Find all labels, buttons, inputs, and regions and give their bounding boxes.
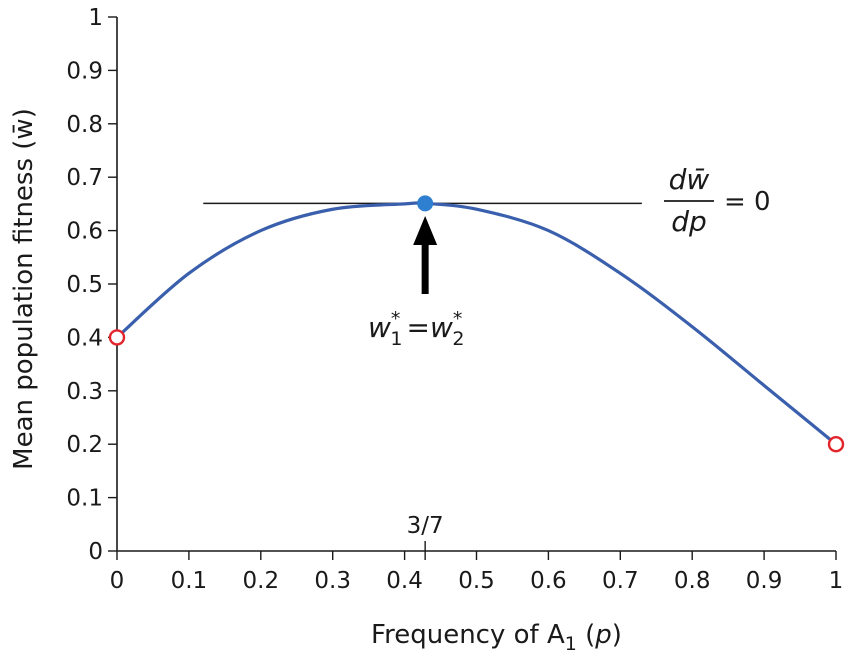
x-tick-label: 1 xyxy=(829,568,844,594)
x-tick-label: 0.9 xyxy=(746,568,783,594)
maximum-point xyxy=(417,195,434,212)
x-tick-label: 0.7 xyxy=(602,568,639,594)
x-tick-label: 0.8 xyxy=(674,568,711,594)
y-tick-label: 0.9 xyxy=(66,58,103,84)
y-tick-label: 1 xyxy=(88,5,103,31)
y-tick-label: 0.4 xyxy=(66,325,103,351)
x-tick-label: 0 xyxy=(110,568,125,594)
fitness-curve xyxy=(115,201,838,446)
x-tick-label: 0.6 xyxy=(530,568,567,594)
x-tick-label: 0.2 xyxy=(243,568,280,594)
markers-group xyxy=(108,195,845,453)
x-axis-title: Frequency of A1 (p) xyxy=(371,620,622,652)
y-tick-label: 0.5 xyxy=(66,272,103,298)
derivative-equals: = 0 xyxy=(724,187,771,217)
axes: Frequency of A1 (p) Mean population fitne… xyxy=(9,17,836,652)
x-tick-label: 0.5 xyxy=(458,568,495,594)
derivative-denominator: dp xyxy=(671,205,707,238)
y-tick-label: 0.7 xyxy=(66,165,103,191)
y-tick-label: 0.6 xyxy=(66,219,103,245)
x-tick-label: 0.4 xyxy=(386,568,423,594)
y-tick-label: 0.2 xyxy=(66,432,103,458)
x-tick-label: 0.3 xyxy=(314,568,351,594)
series-group xyxy=(115,201,838,446)
y-tick-label: 0.1 xyxy=(66,486,103,512)
y-tick-label: 0 xyxy=(88,539,103,565)
endpoint-p1 xyxy=(827,436,845,453)
ticks: 0 0.1 0.2 0.3 0.4 0.5 0.6 0.7 0.8 0.9 1 0 0.1 0.2 0.3 0… xyxy=(66,5,843,594)
y-axis-title: Mean population fitness (w̄) xyxy=(9,108,39,470)
y-tick-label: 0.3 xyxy=(66,379,103,405)
y-tick-label: 0.8 xyxy=(66,112,103,138)
special-tick-label: 3/7 xyxy=(407,513,444,539)
x-tick-label: 0.1 xyxy=(171,568,208,594)
endpoint-p0 xyxy=(108,329,126,346)
equilibrium-label: w* 1 =w* 2 xyxy=(368,308,464,350)
annotations-group: dw̄ dp = 0 w* 1 =w* 2 xyxy=(368,163,771,350)
derivative-numerator: dw̄ xyxy=(669,163,710,196)
arrow-head xyxy=(413,216,438,245)
